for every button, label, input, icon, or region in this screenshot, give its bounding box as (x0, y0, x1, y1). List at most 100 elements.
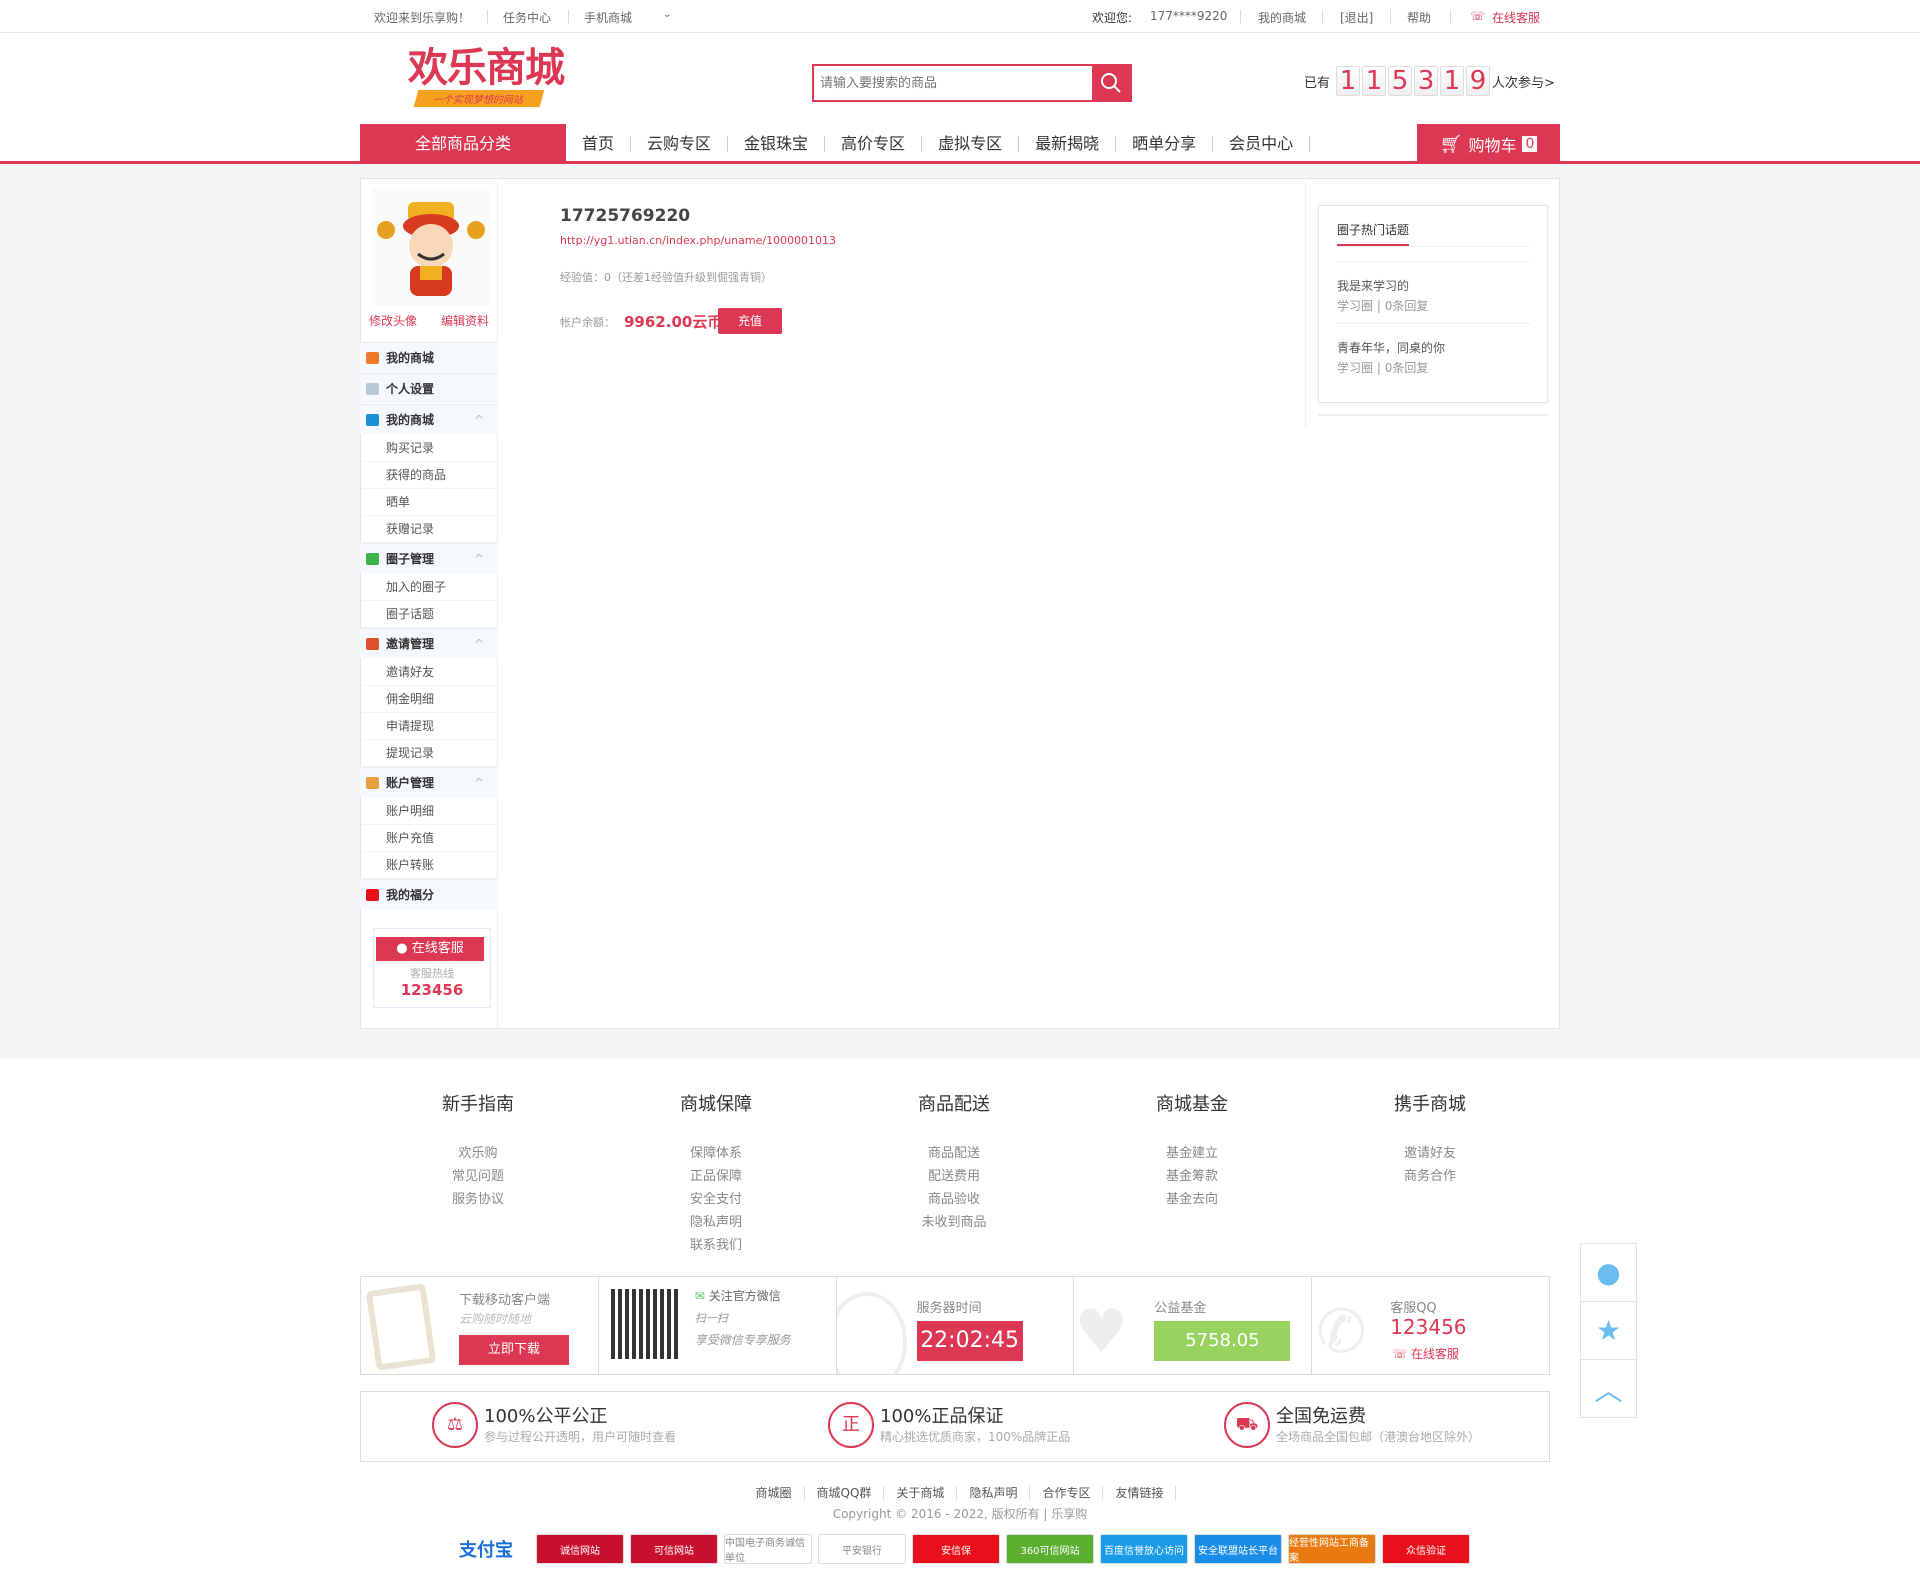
sidebar-item[interactable]: 邀请好友 (360, 659, 498, 686)
sidebar-item[interactable]: 晒单 (360, 489, 498, 516)
footer-column-link[interactable]: 基金筹款 (1165, 1169, 1218, 1184)
server-time-value: 22:02:45 (916, 1321, 1023, 1361)
sidebar-item[interactable]: 获赠记录 (360, 516, 498, 543)
sidebar-item[interactable]: 圈子话题 (360, 601, 498, 628)
topic-group[interactable]: 学习圈 (1337, 361, 1374, 375)
footer-column-link[interactable]: 商务合作 (1403, 1169, 1456, 1184)
sidebar-item[interactable]: 我的商城 (360, 342, 498, 372)
nav-jewelry[interactable]: 金银珠宝 (728, 136, 826, 152)
footer-column-link[interactable]: 常见问题 (451, 1169, 504, 1184)
qq-online-service-link[interactable]: 在线客服 (1411, 1347, 1460, 1361)
chevron-down-icon[interactable]: ⌄ (663, 9, 672, 20)
footer-link[interactable]: 关于商城 (884, 1486, 958, 1500)
trust-badge[interactable]: 平安银行 (818, 1534, 906, 1564)
sidebar-item-label: 我的商城 (386, 413, 435, 427)
search-icon (1101, 73, 1121, 93)
cart-button[interactable]: 🛒︎ 购物车 0 (1417, 124, 1560, 164)
footer-column-link[interactable]: 基金去向 (1165, 1192, 1218, 1207)
footer-column-link[interactable]: 安全支付 (689, 1192, 742, 1207)
nav-cloud[interactable]: 云购专区 (631, 136, 729, 152)
qq-float-button[interactable]: ● (1581, 1244, 1636, 1302)
footer-column-link[interactable]: 联系我们 (689, 1238, 742, 1253)
chevron-up-icon[interactable]: ^ (473, 637, 484, 651)
mobile-mall-link[interactable]: 手机商城 (584, 11, 633, 25)
sidebar-item[interactable]: 圈子管理 ^ (360, 543, 498, 573)
footer-column-link[interactable]: 商品配送 (927, 1146, 980, 1161)
trust-badge[interactable]: 支付宝 (442, 1534, 530, 1564)
footer-link[interactable]: 商城圈 (743, 1486, 805, 1500)
nav-home[interactable]: 首页 (566, 136, 632, 152)
logout-link[interactable]: [退出] (1340, 11, 1374, 25)
sidebar-item[interactable]: 获得的商品 (360, 462, 498, 489)
sidebar-item-label: 账户转账 (386, 858, 435, 872)
trust-badge[interactable]: 经营性网站工商备案 (1288, 1534, 1376, 1564)
sidebar-item[interactable]: 加入的圈子 (360, 574, 498, 601)
trust-badge[interactable]: 众信验证 (1382, 1534, 1470, 1564)
footer-column-link[interactable]: 正品保障 (689, 1169, 742, 1184)
experience-text: 经验值：0（还差1经验值升级到倔强青铜） (560, 271, 772, 284)
footer-link[interactable]: 隐私声明 (957, 1486, 1031, 1500)
nav-virtual[interactable]: 虚拟专区 (922, 136, 1020, 152)
trust-badge[interactable]: 可信网站 (630, 1534, 718, 1564)
trust-badge[interactable]: 安全联盟站长平台 (1194, 1534, 1282, 1564)
footer-link[interactable]: 友情链接 (1103, 1486, 1177, 1500)
search-input[interactable] (814, 66, 1092, 100)
hot-topics-box: 圈子热门话题 我是来学习的 学习圈 | 0条回复 青春年华，同桌的你 学习圈 |… (1318, 205, 1548, 403)
help-link[interactable]: 帮助 (1407, 11, 1432, 25)
trust-badge[interactable]: 百度信誉放心访问 (1100, 1534, 1188, 1564)
username-link[interactable]: 177****9220 (1150, 9, 1228, 23)
footer-column-link[interactable]: 保障体系 (689, 1146, 742, 1161)
sidebar-item[interactable]: 账户管理 ^ (360, 767, 498, 797)
footer-column-link[interactable]: 邀请好友 (1403, 1146, 1456, 1161)
footer-column-link[interactable]: 欢乐购 (458, 1146, 498, 1161)
trust-badge[interactable]: 安信保 (912, 1534, 1000, 1564)
recharge-button[interactable]: 充值 (718, 308, 782, 334)
sidebar-item[interactable]: 购买记录 (360, 435, 498, 462)
nav-member[interactable]: 会员中心 (1213, 136, 1311, 152)
sidebar-item[interactable]: 我的商城 ^ (360, 404, 498, 434)
sidebar-item[interactable]: 账户充值 (360, 825, 498, 852)
footer-column-link[interactable]: 配送费用 (927, 1169, 980, 1184)
task-center-link[interactable]: 任务中心 (503, 11, 552, 25)
back-to-top-button[interactable]: ︿ (1581, 1360, 1636, 1418)
sidebar-item[interactable]: 邀请管理 ^ (360, 628, 498, 658)
footer-column-link[interactable]: 商品验收 (927, 1192, 980, 1207)
footer-column-link[interactable]: 隐私声明 (689, 1215, 742, 1230)
trust-badge[interactable]: 360可信网站 (1006, 1534, 1094, 1564)
nav-high-price[interactable]: 高价专区 (825, 136, 923, 152)
online-service-button[interactable]: ● 在线客服 (376, 937, 484, 961)
sidebar-item[interactable]: 提现记录 (360, 740, 498, 767)
search-button[interactable] (1092, 66, 1130, 100)
nav-share[interactable]: 晒单分享 (1116, 136, 1214, 152)
topic-title-link[interactable]: 我是来学习的 (1337, 279, 1410, 293)
footer-link[interactable]: 合作专区 (1030, 1486, 1104, 1500)
chevron-up-icon[interactable]: ^ (473, 552, 484, 566)
footer-link[interactable]: 商城QQ群 (804, 1486, 885, 1500)
sidebar-item[interactable]: 我的福分 (360, 879, 498, 909)
edit-avatar-link[interactable]: 修改头像 (369, 314, 418, 328)
favorite-button[interactable]: ★ (1581, 1302, 1636, 1360)
topic-title-link[interactable]: 青春年华，同桌的你 (1337, 341, 1446, 355)
sidebar-item[interactable]: 个人设置 (360, 373, 498, 403)
topic-group[interactable]: 学习圈 (1337, 299, 1374, 313)
chevron-up-icon[interactable]: ^ (473, 413, 484, 427)
footer-column-link[interactable]: 未收到商品 (921, 1215, 987, 1230)
trust-badge[interactable]: 诚信网站 (536, 1534, 624, 1564)
profile-url-link[interactable]: http://yg1.utian.cn/index.php/uname/1000… (560, 234, 837, 247)
sidebar-item[interactable]: 申请提现 (360, 713, 498, 740)
trust-badge[interactable]: 中国电子商务诚信单位 (724, 1534, 812, 1564)
all-categories-button[interactable]: 全部商品分类 (360, 124, 566, 164)
edit-profile-link[interactable]: 编辑资料 (441, 314, 490, 328)
logo[interactable]: 欢乐商城 一个实现梦想的网站 (408, 46, 565, 107)
chevron-up-icon[interactable]: ^ (473, 776, 484, 790)
counter-suffix-link[interactable]: 人次参与> (1492, 75, 1555, 91)
footer-column-link[interactable]: 基金建立 (1165, 1146, 1218, 1161)
online-service-link[interactable]: 在线客服 (1492, 11, 1541, 25)
my-mall-link[interactable]: 我的商城 (1258, 11, 1307, 25)
footer-column-link[interactable]: 服务协议 (451, 1192, 504, 1207)
download-button[interactable]: 立即下载 (459, 1335, 569, 1365)
sidebar-item[interactable]: 账户转账 (360, 852, 498, 879)
sidebar-item[interactable]: 账户明细 (360, 798, 498, 825)
sidebar-item[interactable]: 佣金明细 (360, 686, 498, 713)
nav-latest[interactable]: 最新揭晓 (1019, 136, 1117, 152)
